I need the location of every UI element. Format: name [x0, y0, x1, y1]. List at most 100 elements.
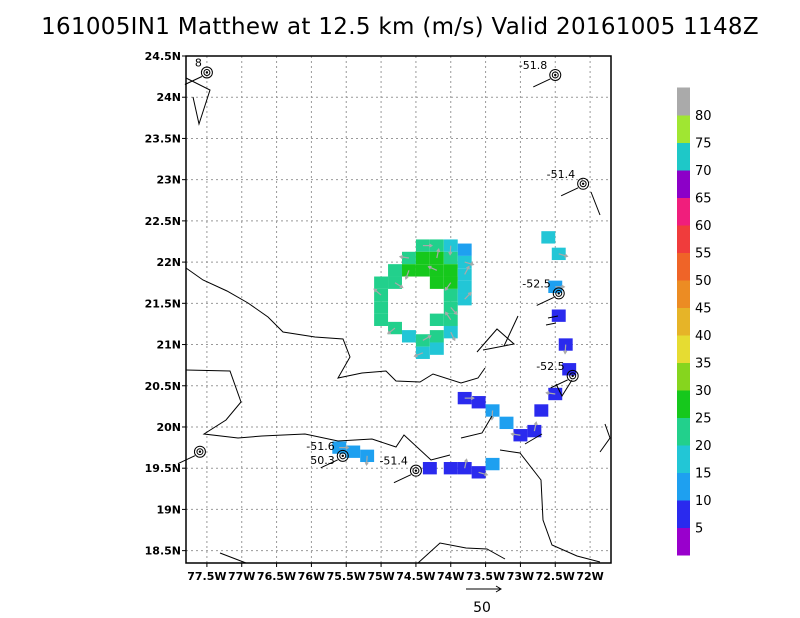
wind-arrow: [422, 335, 431, 341]
obs-barb: [320, 459, 338, 469]
colorbar-swatch: [677, 280, 690, 308]
wind-arrow-head: [345, 445, 350, 450]
y-tick-label: 21N: [156, 339, 181, 352]
observation-markers: 8 -51.8 -51.4 -52.5 -52.5 -51.650.3 -51.4: [177, 56, 590, 484]
wind-arrow: [558, 253, 568, 257]
wind-cell-eyewall-ring: [429, 342, 444, 355]
wind-arrow: [405, 270, 410, 280]
wind-arrow-head: [545, 391, 550, 396]
obs-barb: [393, 474, 412, 484]
wind-cell-southern-rainband: [471, 466, 486, 479]
colorbar-label: 80: [695, 109, 712, 124]
reference-vector: 50: [466, 585, 502, 616]
obs-marker-inner: [569, 372, 577, 380]
colorbar-label: 75: [695, 137, 712, 152]
wind-arrow-head: [429, 243, 434, 248]
wind-arrow: [394, 282, 403, 288]
wind-cell-eyewall-ring: [388, 264, 402, 277]
wind-arrow: [546, 392, 556, 395]
colorbar-swatch: [677, 142, 690, 171]
wind-arrow-head: [510, 432, 515, 437]
y-tick-label: 20.5N: [145, 380, 181, 393]
y-axis-ticks: 24.5N 24N 23.5N 23N 22.5N 22N 21.5N 21N 20.5N 20N…: [145, 50, 186, 558]
wind-arrow: [464, 261, 474, 266]
wind-arrow-head: [387, 330, 391, 335]
wind-cell-eyewall-ring: [429, 313, 444, 326]
colorbar-label: 55: [695, 247, 712, 262]
wind-arrow-head: [561, 284, 566, 289]
wind-arrow: [365, 455, 368, 465]
y-tick-label: 20N: [156, 421, 181, 434]
obs-marker-dot: [414, 469, 418, 472]
wind-cell-southern-rainband: [443, 462, 458, 475]
obs-marker-ring: [549, 68, 562, 81]
x-tick-label: 74W: [437, 570, 464, 583]
wind-arrow: [464, 292, 472, 300]
obs-marker-dot: [554, 73, 557, 77]
obs-marker-inner: [555, 289, 563, 297]
wind-arrow-head: [427, 265, 432, 270]
wind-arrow: [373, 288, 382, 296]
colorbar-swatch: [677, 362, 690, 391]
colorbar-swatch: [677, 170, 690, 198]
colorbar-swatch: [677, 527, 690, 556]
obs-marker-ring: [193, 445, 206, 458]
colorbar-swatch: [677, 335, 690, 363]
wind-arrow-head: [373, 288, 378, 293]
colorbar-label: 10: [695, 494, 712, 509]
y-tick-label: 23.5N: [145, 132, 181, 145]
hispaniola-coast: [499, 423, 611, 563]
colorbar-swatch: [677, 417, 690, 446]
colorbar-label: 30: [695, 384, 712, 399]
wind-arrow-head: [399, 284, 404, 289]
y-tick-label: 18.5N: [145, 545, 181, 558]
obs-marker-inner: [196, 448, 204, 456]
inagua-island: [545, 315, 559, 326]
wind-cell-eyewall-ring: [374, 301, 389, 314]
east-cay: [590, 191, 601, 216]
wind-arrow: [399, 256, 410, 259]
colorbar-swatch: [677, 197, 690, 226]
southwest-coast: [219, 552, 247, 564]
wind-cell-southern-rainband: [485, 457, 500, 471]
wind-cell-eyewall-ring: [443, 251, 458, 265]
wind-cell-eastern-rainband: [551, 309, 566, 322]
wind-arrow: [533, 422, 537, 432]
wind-arrow-head: [427, 335, 432, 339]
wind-arrow-head: [470, 261, 475, 266]
wind-cell-eyewall-ring: [429, 239, 444, 252]
wind-cell-eyewall-ring: [374, 313, 389, 326]
obs-label: -51.4: [547, 168, 575, 181]
obs-label: -52.5: [522, 277, 550, 290]
colorbar-label: 15: [695, 467, 712, 482]
bahamas-island-1: [476, 328, 516, 353]
colorbar-label: 60: [695, 219, 712, 234]
obs-marker-ring: [200, 66, 213, 79]
wind-arrow-head: [444, 286, 449, 291]
obs-barb: [184, 76, 203, 85]
wind-arrow: [436, 249, 440, 259]
wind-arrow-head: [484, 472, 489, 477]
wind-cell-eyewall-ring: [429, 276, 444, 289]
wind-arrow-head: [470, 396, 475, 401]
y-tick-label: 23N: [156, 174, 181, 187]
x-axis-ticks: 77.5W 77W 76.5W 76W 75.5W 75W 74.5W 74W 73.5W 73W…: [187, 563, 604, 583]
wind-cell-eyewall-ring: [429, 330, 444, 343]
colorbar-swatch: [677, 87, 690, 116]
colorbar-label: 45: [695, 302, 712, 317]
haiti-south: [417, 542, 506, 564]
wind-arrow-head: [445, 311, 449, 316]
x-tick-label: 73W: [507, 570, 534, 583]
wind-cell-eyewall-ring: [457, 243, 472, 256]
colorbar-label: 20: [695, 439, 712, 454]
obs-label: -51.8: [519, 59, 547, 72]
obs-marker-dot: [341, 454, 344, 458]
wind-arrow: [428, 266, 438, 271]
x-tick-label: 77W: [228, 570, 255, 583]
wind-cell-eyewall-ring: [443, 264, 458, 277]
colorbar-label: 35: [695, 357, 712, 372]
obs-label: 8: [195, 56, 202, 69]
colorbar-label: 70: [695, 164, 712, 179]
wind-cell-eastern-rainband: [562, 363, 577, 376]
